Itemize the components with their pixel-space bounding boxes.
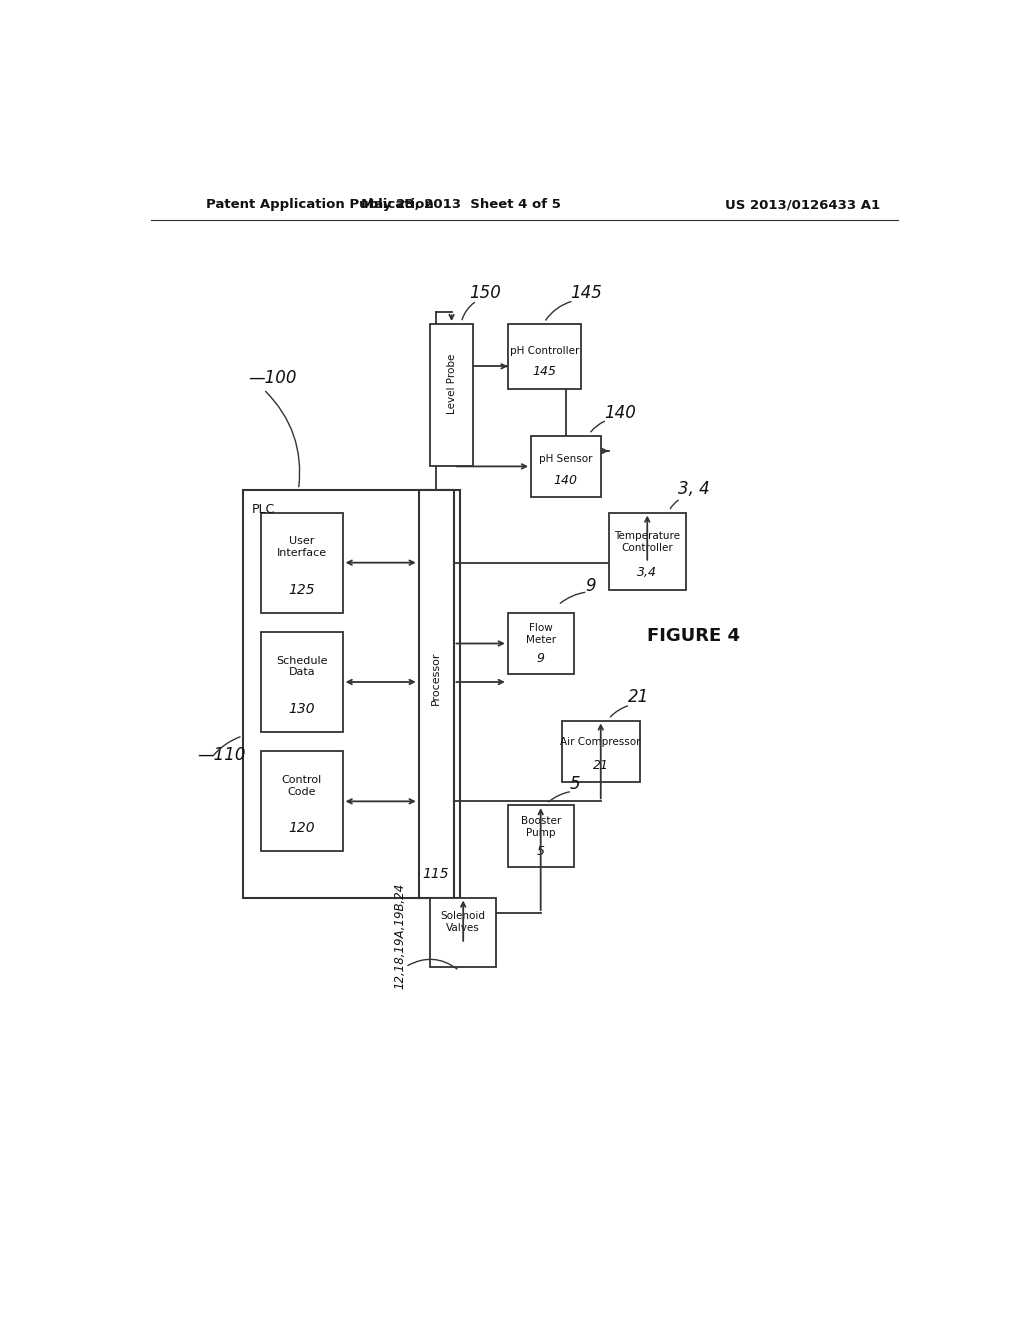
Text: 9: 9: [586, 577, 596, 595]
Text: 3, 4: 3, 4: [678, 480, 710, 499]
Text: Booster
Pump: Booster Pump: [520, 816, 561, 838]
Text: Air Compressor: Air Compressor: [560, 737, 641, 747]
Text: Solenoid
Valves: Solenoid Valves: [440, 911, 485, 933]
Text: 125: 125: [289, 582, 315, 597]
Text: 5: 5: [537, 845, 545, 858]
Bar: [261, 751, 343, 851]
Text: User
Interface: User Interface: [276, 536, 327, 558]
Text: Schedule
Data: Schedule Data: [276, 656, 328, 677]
Text: 12,18,19A,19B,24: 12,18,19A,19B,24: [393, 883, 407, 989]
Text: Level Probe: Level Probe: [446, 354, 457, 413]
Text: —110: —110: [198, 746, 246, 764]
Text: 115: 115: [423, 867, 450, 882]
Text: PLC: PLC: [252, 503, 275, 516]
Text: 21: 21: [593, 759, 608, 772]
Text: 120: 120: [289, 821, 315, 836]
Bar: [508, 323, 582, 389]
Text: 145: 145: [532, 366, 557, 379]
Text: FIGURE 4: FIGURE 4: [647, 627, 740, 644]
Text: 3,4: 3,4: [637, 566, 657, 579]
Text: Control
Code: Control Code: [282, 775, 323, 797]
Text: 140: 140: [554, 474, 578, 487]
Text: Flow
Meter: Flow Meter: [525, 623, 556, 645]
Text: 145: 145: [569, 284, 602, 302]
Text: US 2013/0126433 A1: US 2013/0126433 A1: [725, 198, 880, 211]
Bar: [430, 323, 473, 466]
Text: May 23, 2013  Sheet 4 of 5: May 23, 2013 Sheet 4 of 5: [361, 198, 561, 211]
Text: 140: 140: [604, 404, 637, 421]
Text: pH Controller: pH Controller: [510, 346, 580, 356]
Text: Patent Application Publication: Patent Application Publication: [206, 198, 433, 211]
Text: 21: 21: [628, 689, 649, 706]
Bar: [261, 632, 343, 733]
Text: Temperature
Controller: Temperature Controller: [614, 531, 680, 553]
Bar: [430, 898, 496, 966]
Text: Processor: Processor: [431, 651, 441, 705]
Bar: [419, 490, 454, 898]
Text: —100: —100: [248, 368, 297, 387]
Text: pH Sensor: pH Sensor: [539, 454, 593, 463]
Bar: [261, 512, 343, 612]
Bar: [562, 721, 640, 781]
Bar: [243, 490, 460, 898]
Bar: [508, 612, 573, 675]
Text: 9: 9: [537, 652, 545, 665]
Text: 150: 150: [469, 284, 501, 302]
Bar: [508, 805, 573, 867]
Text: 5: 5: [569, 775, 581, 792]
Text: 130: 130: [289, 702, 315, 715]
Bar: [608, 512, 686, 590]
Bar: [531, 436, 601, 498]
